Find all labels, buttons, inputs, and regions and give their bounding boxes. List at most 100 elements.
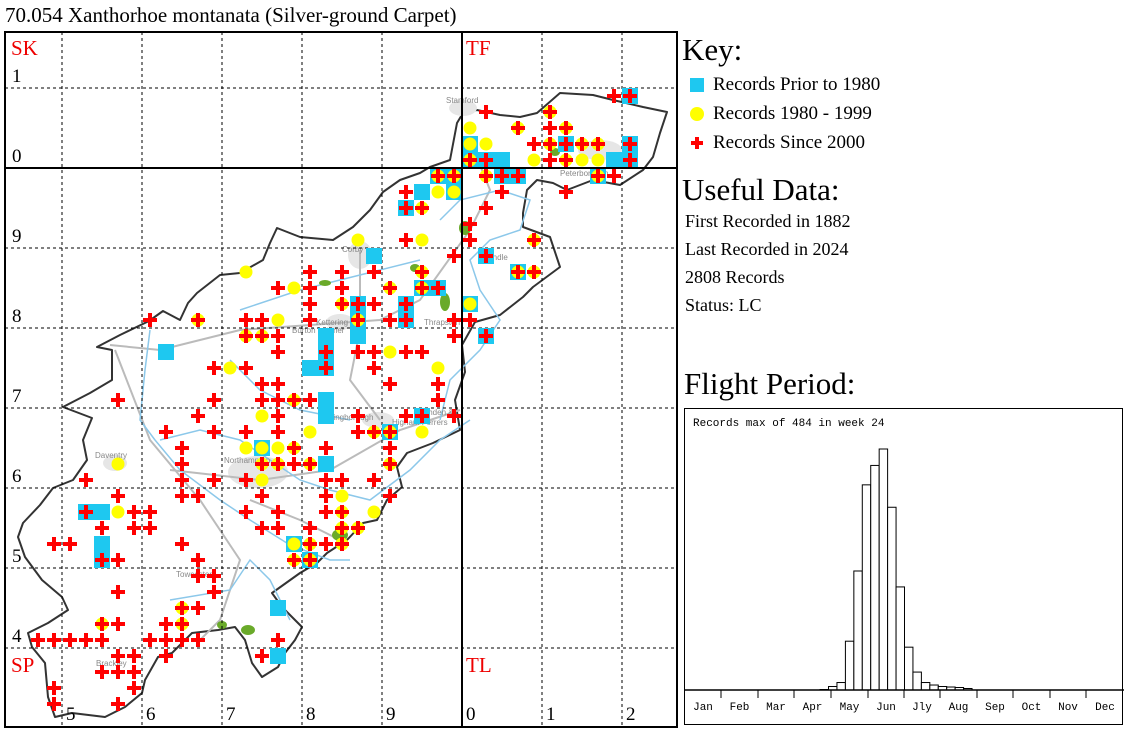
pre-1980-square [94,536,110,552]
since-2000-cross [319,361,333,375]
record-marker [350,328,366,344]
record-marker [383,281,397,295]
since-2000-cross [623,153,637,167]
record-marker [510,264,526,280]
record-marker [94,536,110,552]
record-marker [255,409,269,423]
1980-1999-circle [255,473,269,487]
record-marker [175,601,189,615]
since-2000-cross [271,393,285,407]
1980-1999-circle [383,345,397,359]
record-marker [239,329,253,343]
since-2000-cross [399,233,413,247]
since-2000-cross [383,377,397,391]
since-2000-cross [399,185,413,199]
record-marker [591,153,605,167]
since-2000-cross [591,137,605,151]
record-marker [127,649,141,663]
month-label: Jun [876,702,896,714]
record-marker [383,441,397,455]
record-marker [255,329,269,343]
record-marker [143,521,157,535]
since-2000-cross [255,457,269,471]
since-2000-cross [287,553,301,567]
record-marker [255,649,269,663]
record-marker [207,425,221,439]
since-2000-cross [271,409,285,423]
record-marker [207,585,221,599]
record-marker [367,297,381,311]
week-bar [853,570,863,691]
record-marker [255,377,269,391]
since-2000-cross [623,137,637,151]
since-2000-cross [175,601,189,615]
since-2000-cross [543,121,557,135]
record-marker [223,361,237,375]
pre-1980-square [318,392,334,408]
record-marker [318,360,334,376]
record-marker [319,473,333,487]
since-2000-cross [351,409,365,423]
1980-1999-circle [431,185,445,199]
record-marker [255,457,269,471]
since-2000-cross [127,681,141,695]
since-2000-cross [495,185,509,199]
record-marker [415,233,429,247]
since-2000-cross [159,425,173,439]
since-2000-cross [207,569,221,583]
northing-label: 5 [12,546,22,567]
month-label: Sep [985,702,1005,714]
square-label-tl: TL [466,653,492,677]
record-marker [95,521,109,535]
record-marker [559,153,573,167]
since-2000-cross [111,697,125,711]
since-2000-cross [335,505,349,519]
1980-1999-circle [239,441,253,455]
town-label: Thrapston [424,318,460,327]
since-2000-cross [543,153,557,167]
record-marker [271,393,285,407]
since-2000-cross [335,281,349,295]
since-2000-cross [255,489,269,503]
since-2000-cross [303,521,317,535]
since-2000-cross [415,201,429,215]
easting-label: 1 [546,704,556,725]
since-2000-cross [111,585,125,599]
since-2000-cross [335,265,349,279]
record-marker [111,553,125,567]
record-marker [431,377,445,391]
record-marker [303,425,317,439]
since-2000-cross [367,425,381,439]
since-2000-cross [319,505,333,519]
record-marker [478,328,494,344]
since-2000-cross [255,649,269,663]
record-marker [239,505,253,519]
key-item-since-2000: Records Since 2000 [690,132,865,154]
record-marker [287,441,301,455]
status: Status: LC [685,295,762,315]
record-marker [79,473,93,487]
pre-1980-square [158,344,174,360]
since-2000-cross [607,169,621,183]
town-label: Wellingborough [318,413,373,422]
month-label: Jan [693,702,713,714]
record-marker [159,633,173,647]
since-2000-cross [207,361,221,375]
record-marker [175,457,189,471]
since-2000-cross [271,377,285,391]
week-bar [861,484,872,691]
since-2000-cross [287,441,301,455]
record-marker [399,233,413,247]
since-2000-cross [127,649,141,663]
record-marker [287,457,301,471]
easting-label: 5 [66,704,76,725]
since-2000-cross [479,329,493,343]
record-marker [383,457,397,471]
week-bar [836,682,846,691]
record-marker [158,344,174,360]
key-heading: Key: [682,32,743,67]
record-marker [478,248,494,264]
record-marker [94,552,110,568]
since-2000-cross [335,297,349,311]
since-2000-cross [463,313,477,327]
